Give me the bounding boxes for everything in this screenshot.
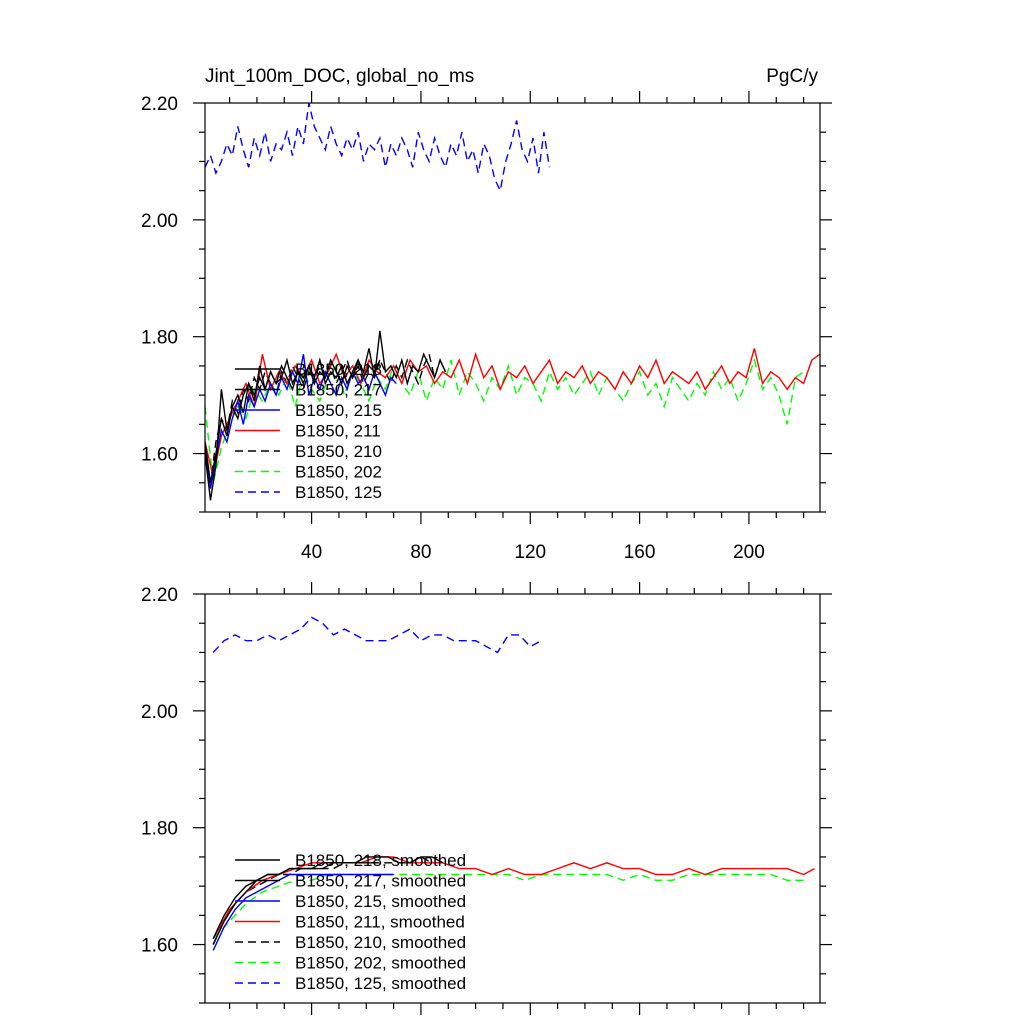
legend-label: B1850, 202, smoothed	[295, 954, 466, 973]
y-tick-label: 2.20	[141, 585, 178, 606]
y-tick-label: 2.00	[141, 211, 178, 232]
legend-label: B1850, 202	[295, 463, 382, 482]
legend-label: B1850, 211	[295, 422, 381, 441]
x-tick-label: 120	[514, 542, 546, 563]
series-line-3	[212, 856, 815, 940]
legend-label: B1850, 217, smoothed	[295, 872, 466, 891]
legend: B1850, 218, smoothed B1850, 217, smoothed…	[235, 851, 466, 993]
series-line-0	[212, 856, 444, 939]
legend-label: B1850, 218, smoothed	[295, 851, 466, 870]
series-line-5	[205, 357, 805, 483]
y-tick-label: 1.80	[141, 819, 178, 840]
units-label: PgC/y	[766, 66, 818, 87]
legend-label: B1850, 218	[295, 360, 382, 379]
series-line-6	[212, 616, 542, 654]
series-line-2	[205, 354, 397, 489]
legend-label: B1850, 215, smoothed	[295, 892, 466, 911]
y-tick-label: 1.80	[141, 328, 178, 349]
y-tick-label: 1.60	[141, 445, 178, 466]
y-tick-label: 2.00	[141, 702, 178, 723]
chart-title: Jint_100m_DOC, global_no_ms	[205, 66, 474, 87]
x-tick-label: 160	[624, 542, 656, 563]
series-group	[212, 616, 815, 951]
series-line-1	[205, 357, 381, 483]
legend-label: B1850, 125, smoothed	[295, 974, 466, 993]
series-line-5	[212, 873, 804, 940]
legend-label: B1850, 217	[295, 381, 382, 400]
legend-label: B1850, 210, smoothed	[295, 933, 466, 952]
legend-label: B1850, 211, smoothed	[295, 913, 465, 932]
top-panel: Jint_100m_DOC, global_no_ms PgC/y 1.60 1.…	[141, 66, 832, 563]
y-tick-label: 2.20	[141, 94, 178, 115]
series-group	[205, 103, 820, 501]
series-line-0	[205, 330, 447, 501]
series-line-2	[212, 873, 394, 951]
x-tick-label: 80	[410, 542, 431, 563]
legend-label: B1850, 215	[295, 401, 382, 420]
legend-label: B1850, 210	[295, 442, 382, 461]
x-tick-label: 40	[301, 542, 322, 563]
legend-label: B1850, 125	[295, 483, 382, 502]
y-tick-label: 1.60	[141, 936, 178, 957]
series-line-6	[205, 103, 551, 193]
x-tick-label: 200	[733, 542, 765, 563]
